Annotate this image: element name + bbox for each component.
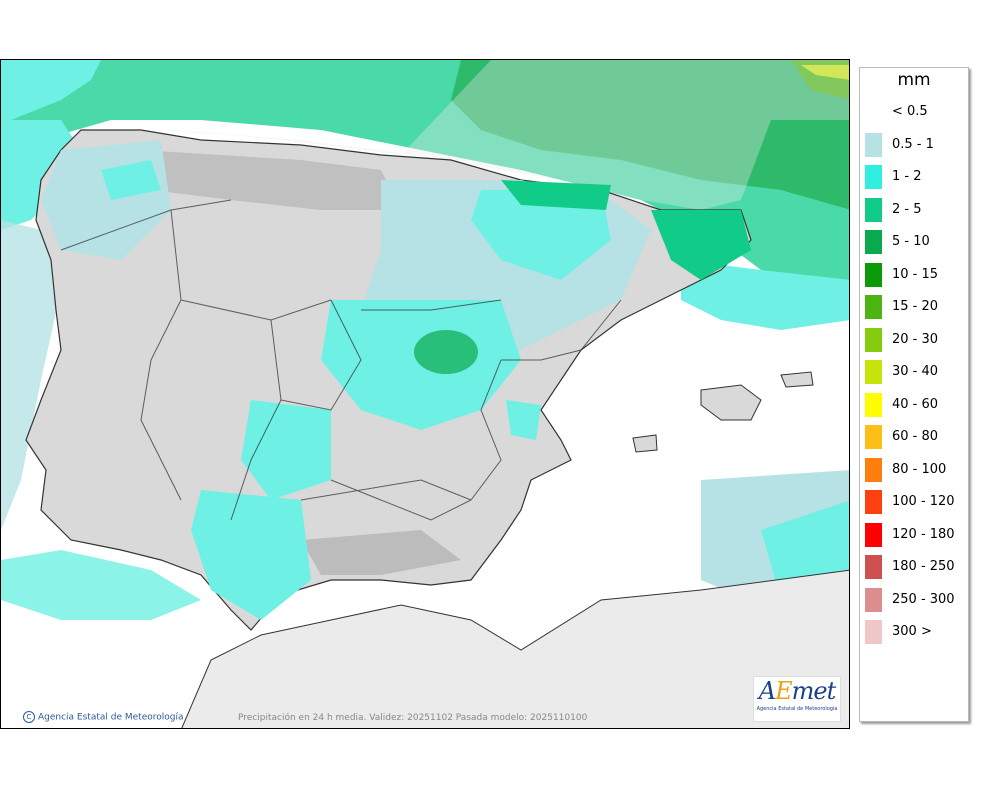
legend-item: 0.5 - 1 <box>863 132 967 157</box>
precip-area-galicia-sea <box>1 120 81 230</box>
africa-land <box>181 569 849 728</box>
legend-label: 60 - 80 <box>892 429 939 444</box>
france-land <box>141 60 849 210</box>
legend-title: mm <box>897 70 931 90</box>
precip-area-mancha <box>241 400 331 500</box>
copyright-icon: C <box>23 711 35 723</box>
legend-label: 80 - 100 <box>892 461 947 477</box>
legend-item: < 0.5 <box>863 100 967 124</box>
precip-area-catalan-sea <box>681 260 849 330</box>
legend-swatch <box>865 360 882 384</box>
aemet-logo-subtext: Agencia Estatal de Meteorología <box>756 706 838 712</box>
legend-label: 10 - 15 <box>892 266 939 282</box>
legend-swatch <box>865 555 882 579</box>
legend-item: 100 - 120 <box>863 490 967 514</box>
legend-swatch <box>865 490 882 514</box>
mallorca <box>700 384 762 421</box>
legend-item: 2 - 5 <box>863 197 967 222</box>
legend-swatch <box>865 100 882 124</box>
copyright-notice: C Agencia Estatal de Meteorología <box>23 711 184 723</box>
legend-swatch <box>865 522 882 547</box>
legend-swatch <box>865 295 882 319</box>
legend-item: 80 - 100 <box>863 457 967 482</box>
legend-swatch <box>865 327 882 352</box>
legend-label: 0.5 - 1 <box>892 136 934 152</box>
legend-swatch <box>865 620 882 644</box>
precip-area-portugal-sea <box>1 220 61 530</box>
legend-swatch <box>865 262 882 287</box>
aemet-logo: AEmet Agencia Estatal de Meteorología <box>753 676 841 722</box>
map-canvas <box>1 60 849 728</box>
legend-item: 40 - 60 <box>863 392 967 417</box>
legend-label: 2 - 5 <box>892 201 922 217</box>
precip-area-guadalajara <box>414 330 478 374</box>
legend-label: 250 - 300 <box>892 591 955 607</box>
legend-item: 1 - 2 <box>863 165 967 189</box>
legend-label: 120 - 180 <box>892 526 955 542</box>
legend-item: 30 - 40 <box>863 360 967 384</box>
legend-label: 20 - 30 <box>892 331 939 347</box>
precip-area-cadiz-gulf <box>1 550 201 620</box>
betic-relief <box>301 530 461 575</box>
legend-label: 180 - 250 <box>892 559 955 574</box>
precip-area-gulf-lion <box>451 60 849 210</box>
menorca <box>780 371 814 388</box>
legend-label: 1 - 2 <box>892 169 922 184</box>
copyright-text: Agencia Estatal de Meteorología <box>38 712 184 723</box>
precipitation-map[interactable]: C Agencia Estatal de Meteorología Precipi… <box>0 59 850 729</box>
legend-swatch <box>865 132 882 157</box>
precip-area-valencia <box>506 400 541 440</box>
legend-item: 20 - 30 <box>863 327 967 352</box>
legend-label: 40 - 60 <box>892 396 939 412</box>
precip-area-atlantic-nw <box>1 60 101 120</box>
legend-swatch <box>865 230 882 254</box>
legend-item: 60 - 80 <box>863 425 967 449</box>
map-caption: Precipitación en 24 h media. Validez: 20… <box>238 713 588 723</box>
region-borders <box>60 199 622 521</box>
ibiza <box>632 434 658 453</box>
precip-area-andalucia <box>191 490 311 620</box>
cantabrian-relief <box>141 150 401 210</box>
legend-item: 5 - 10 <box>863 230 967 254</box>
legend-swatch <box>865 165 882 189</box>
legend-swatch <box>865 392 882 417</box>
legend-label: 300 > <box>892 624 932 639</box>
legend-swatch <box>865 425 882 449</box>
legend-swatch <box>865 587 882 612</box>
legend-item: 120 - 180 <box>863 522 967 547</box>
legend-label: 100 - 120 <box>892 494 955 509</box>
legend-label: 15 - 20 <box>892 299 939 314</box>
legend-swatch <box>865 197 882 222</box>
legend-item: 180 - 250 <box>863 555 967 579</box>
legend-swatch <box>865 457 882 482</box>
legend-label: 30 - 40 <box>892 364 939 379</box>
legend-label: 5 - 10 <box>892 234 930 249</box>
legend-item: 15 - 20 <box>863 295 967 319</box>
legend-item: 250 - 300 <box>863 587 967 612</box>
precipitation-legend: mm < 0.5 0.5 - 1 1 - 2 2 - 5 5 - 10 10 - 15 15… <box>859 67 969 722</box>
precip-area-peak-ne <box>801 65 849 80</box>
legend-item: 300 > <box>863 620 967 644</box>
precip-area-pyrenees <box>501 180 611 210</box>
precip-area-galicia-core <box>101 160 161 200</box>
legend-label: < 0.5 <box>892 104 928 119</box>
precip-area-catalonia <box>651 210 751 280</box>
precip-area-navarra <box>471 190 611 280</box>
aemet-logo-word: AEmet <box>758 677 836 705</box>
legend-item: 10 - 15 <box>863 262 967 287</box>
